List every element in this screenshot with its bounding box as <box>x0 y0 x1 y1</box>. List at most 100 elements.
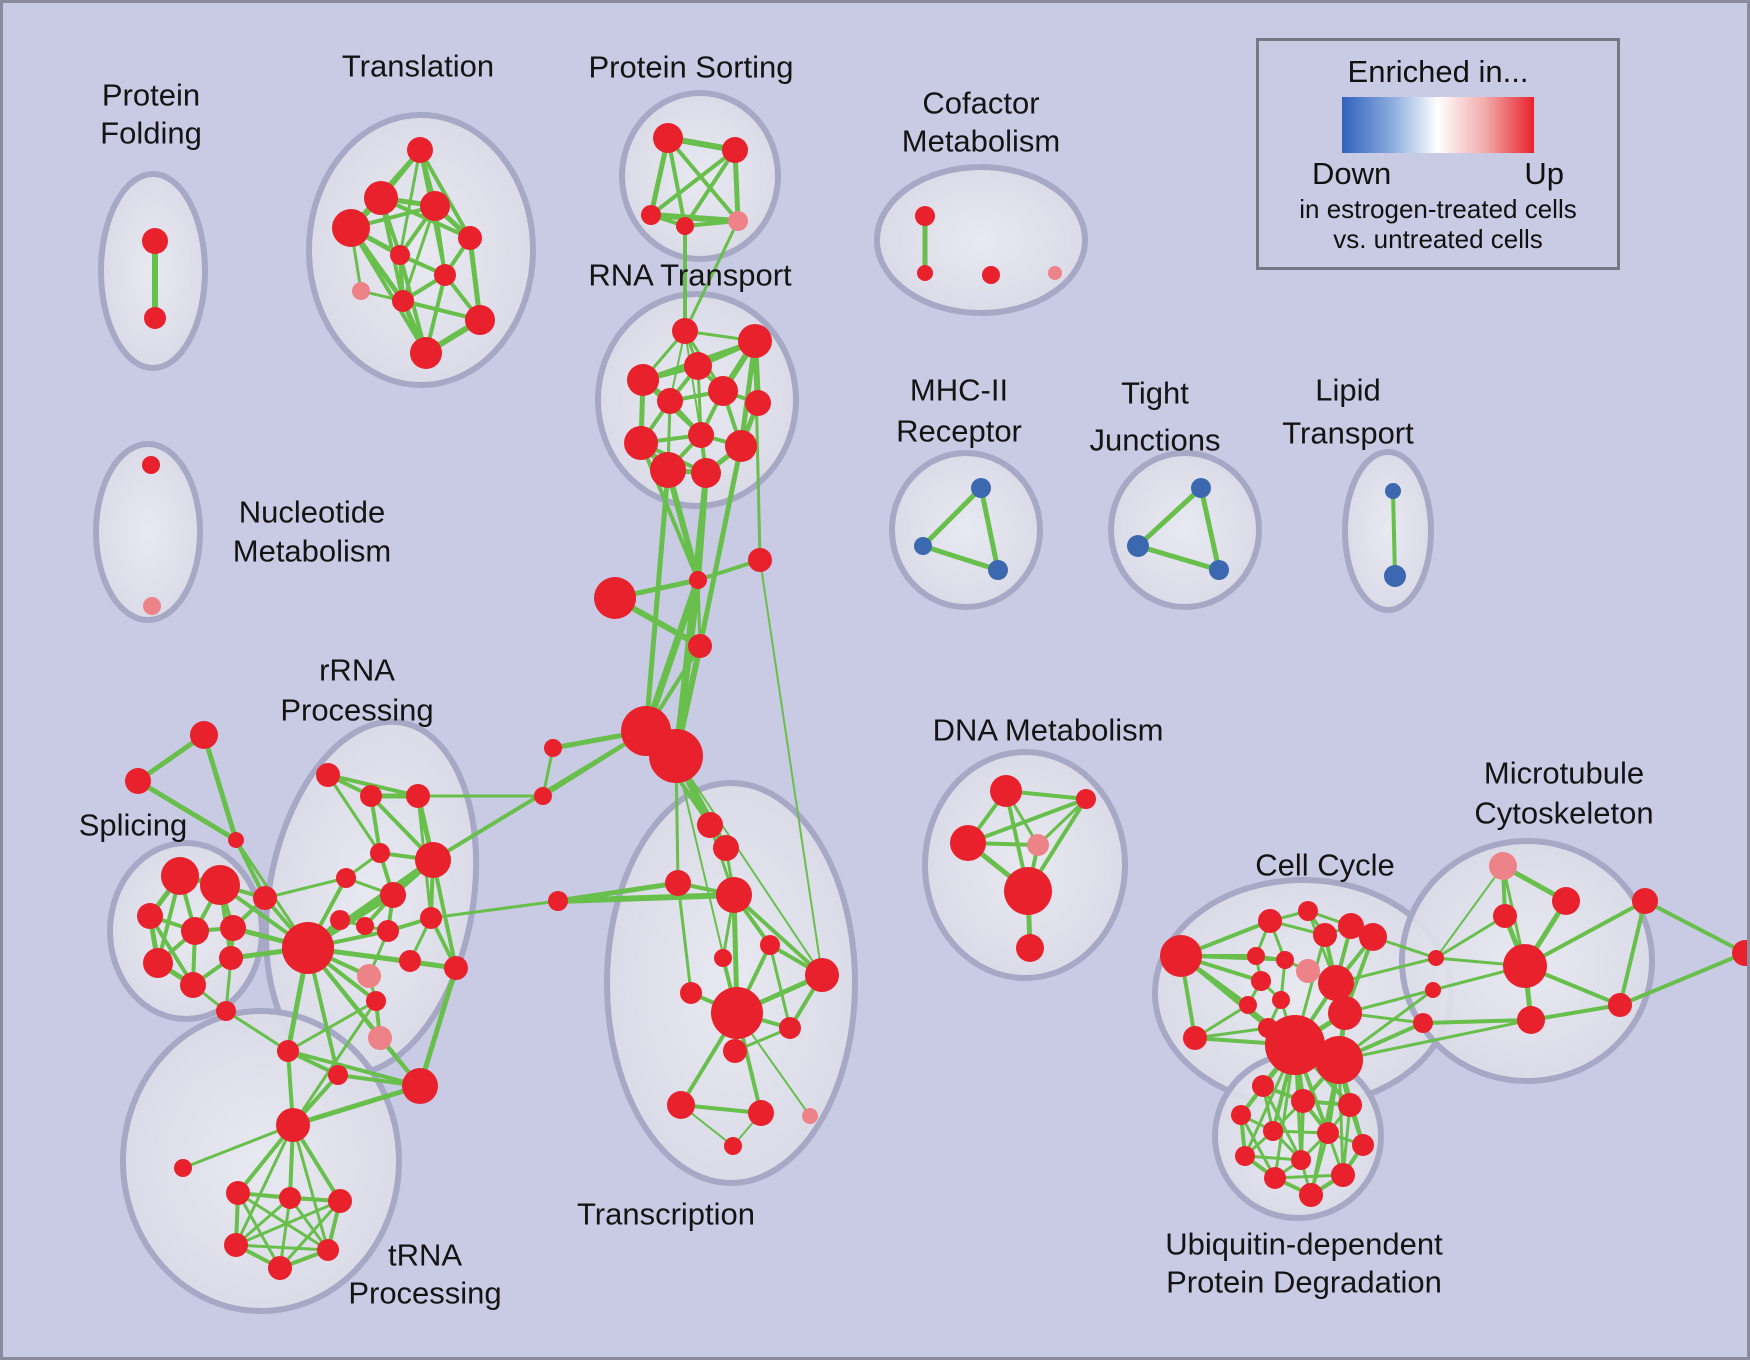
node-hubb[interactable] <box>1315 1036 1363 1084</box>
node-s3[interactable] <box>137 903 163 929</box>
node-tr11[interactable] <box>667 1091 695 1119</box>
node-tr1[interactable] <box>697 812 723 838</box>
node-u5[interactable] <box>1263 1121 1283 1141</box>
node-cc14[interactable] <box>1328 996 1362 1030</box>
node-tt2[interactable] <box>125 768 151 794</box>
node-r8[interactable] <box>688 422 714 448</box>
node-d3[interactable] <box>1076 789 1096 809</box>
node-cf1[interactable] <box>915 206 935 226</box>
node-s2[interactable] <box>200 865 240 905</box>
node-tr3[interactable] <box>665 870 691 896</box>
node-rr2[interactable] <box>360 785 382 807</box>
node-d5[interactable] <box>1004 867 1052 915</box>
node-rr13[interactable] <box>366 991 386 1011</box>
node-nm1[interactable] <box>142 456 160 474</box>
node-tr4[interactable] <box>716 877 752 913</box>
node-s6[interactable] <box>143 948 173 978</box>
node-tr5[interactable] <box>760 935 780 955</box>
node-cc1[interactable] <box>1258 909 1282 933</box>
node-u11[interactable] <box>1331 1163 1355 1187</box>
node-u7[interactable] <box>1352 1134 1374 1156</box>
node-tj1[interactable] <box>1191 478 1211 498</box>
node-g4[interactable] <box>224 1233 248 1257</box>
node-t9[interactable] <box>392 290 414 312</box>
node-r5[interactable] <box>708 376 738 406</box>
node-t1[interactable] <box>407 137 433 163</box>
node-c5[interactable] <box>544 739 562 757</box>
node-u2[interactable] <box>1291 1089 1315 1113</box>
node-ccl[interactable] <box>1160 935 1202 977</box>
node-rr8[interactable] <box>330 910 350 930</box>
node-rr6[interactable] <box>415 842 451 878</box>
node-mt3[interactable] <box>1503 944 1547 988</box>
node-tl[interactable] <box>174 1159 192 1177</box>
node-r11[interactable] <box>650 452 686 488</box>
node-rr5[interactable] <box>336 868 356 888</box>
node-t2[interactable] <box>364 181 398 215</box>
node-s8[interactable] <box>219 946 243 970</box>
node-s7[interactable] <box>180 972 206 998</box>
node-huba[interactable] <box>1265 1015 1325 1075</box>
node-t6[interactable] <box>390 245 410 265</box>
node-u6[interactable] <box>1317 1122 1339 1144</box>
node-d4[interactable] <box>1027 834 1049 856</box>
node-t10[interactable] <box>465 305 495 335</box>
node-u12[interactable] <box>1299 1183 1323 1207</box>
node-trh[interactable] <box>711 987 763 1039</box>
node-ps3[interactable] <box>641 205 661 225</box>
node-g3[interactable] <box>328 1189 352 1213</box>
node-rr9[interactable] <box>356 917 374 935</box>
node-ps5[interactable] <box>728 211 748 231</box>
node-rr14[interactable] <box>399 950 421 972</box>
node-rh[interactable] <box>282 922 334 974</box>
node-r4[interactable] <box>627 364 659 396</box>
node-pf1[interactable] <box>142 228 168 254</box>
node-tr8[interactable] <box>680 982 702 1004</box>
node-ps4[interactable] <box>676 217 694 235</box>
node-r7[interactable] <box>745 390 771 416</box>
node-tt1[interactable] <box>190 721 218 749</box>
node-cf4[interactable] <box>1048 266 1062 280</box>
node-s1[interactable] <box>161 857 199 895</box>
node-r10[interactable] <box>725 430 757 462</box>
node-m3[interactable] <box>988 560 1008 580</box>
node-g1[interactable] <box>226 1181 250 1205</box>
node-mt7[interactable] <box>1632 888 1658 914</box>
node-cc5[interactable] <box>1359 923 1387 951</box>
node-c1[interactable] <box>689 571 707 589</box>
node-c4[interactable] <box>688 634 712 658</box>
node-m1[interactable] <box>971 478 991 498</box>
node-p2[interactable] <box>368 1026 392 1050</box>
node-s10[interactable] <box>216 1001 236 1021</box>
node-cc7[interactable] <box>1276 951 1294 969</box>
node-u4[interactable] <box>1231 1105 1251 1125</box>
node-r2[interactable] <box>738 324 772 358</box>
node-u3[interactable] <box>1338 1093 1362 1117</box>
node-t4[interactable] <box>420 191 450 221</box>
node-d6[interactable] <box>1016 934 1044 962</box>
node-ccbl[interactable] <box>1183 1026 1207 1050</box>
node-th[interactable] <box>276 1108 310 1142</box>
node-tr10[interactable] <box>723 1039 747 1063</box>
node-cc6[interactable] <box>1247 947 1265 965</box>
node-d1[interactable] <box>990 775 1022 807</box>
node-u1[interactable] <box>1252 1075 1274 1097</box>
node-m2[interactable] <box>914 537 932 555</box>
node-tj2[interactable] <box>1127 535 1149 557</box>
node-nm2[interactable] <box>143 597 161 615</box>
node-rr10[interactable] <box>377 920 399 942</box>
node-rr7[interactable] <box>380 882 406 908</box>
node-u9[interactable] <box>1291 1150 1311 1170</box>
node-mt5[interactable] <box>1608 993 1632 1017</box>
node-rr12[interactable] <box>444 956 468 980</box>
node-cc9[interactable] <box>1318 965 1354 1001</box>
node-r6[interactable] <box>657 388 683 414</box>
node-r9[interactable] <box>624 426 658 460</box>
node-tr9[interactable] <box>779 1017 801 1039</box>
node-mt8[interactable] <box>1732 940 1750 966</box>
node-cc4[interactable] <box>1338 913 1364 939</box>
node-g6[interactable] <box>268 1256 292 1280</box>
node-lm3[interactable] <box>402 1068 438 1104</box>
node-p1[interactable] <box>357 964 381 988</box>
node-tr6[interactable] <box>714 949 732 967</box>
